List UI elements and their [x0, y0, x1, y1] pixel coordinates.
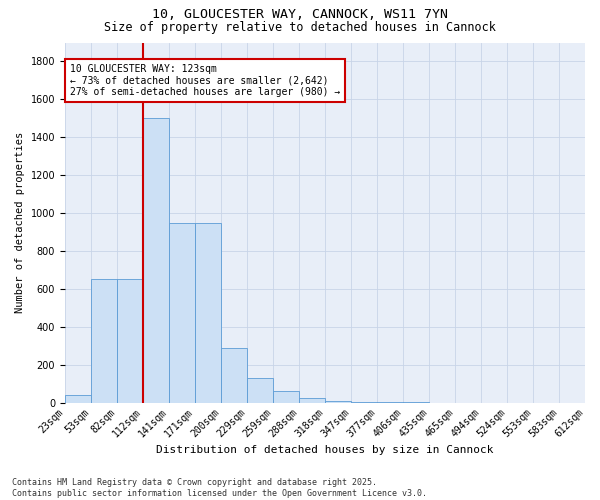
Bar — [325, 400, 351, 402]
Bar — [221, 348, 247, 403]
Bar — [117, 280, 143, 402]
Text: 10, GLOUCESTER WAY, CANNOCK, WS11 7YN: 10, GLOUCESTER WAY, CANNOCK, WS11 7YN — [152, 8, 448, 20]
Text: Contains HM Land Registry data © Crown copyright and database right 2025.
Contai: Contains HM Land Registry data © Crown c… — [12, 478, 427, 498]
Bar — [247, 378, 273, 402]
Bar — [91, 280, 117, 402]
X-axis label: Distribution of detached houses by size in Cannock: Distribution of detached houses by size … — [156, 445, 494, 455]
Text: 10 GLOUCESTER WAY: 123sqm
← 73% of detached houses are smaller (2,642)
27% of se: 10 GLOUCESTER WAY: 123sqm ← 73% of detac… — [70, 64, 340, 98]
Bar — [299, 398, 325, 402]
Bar — [143, 118, 169, 403]
Bar — [169, 222, 195, 402]
Y-axis label: Number of detached properties: Number of detached properties — [15, 132, 25, 313]
Bar — [65, 395, 91, 402]
Bar — [195, 222, 221, 402]
Bar — [273, 391, 299, 402]
Text: Size of property relative to detached houses in Cannock: Size of property relative to detached ho… — [104, 21, 496, 34]
